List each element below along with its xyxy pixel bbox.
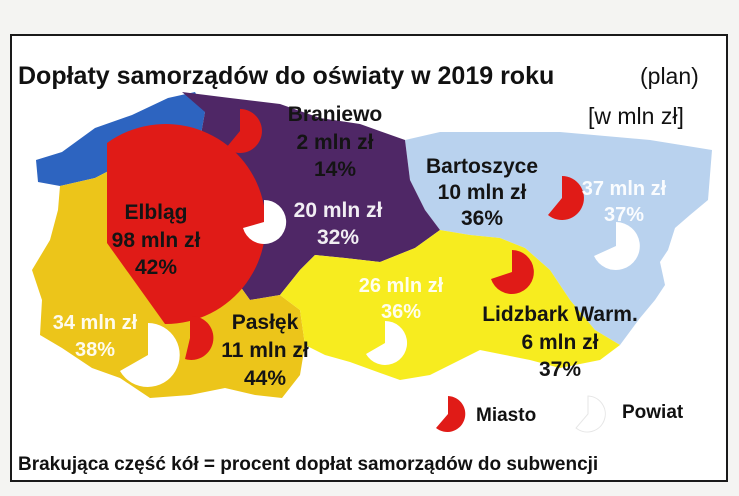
- region-lidzbark: [280, 230, 620, 380]
- pie-city-bartoszyce: [548, 176, 584, 220]
- pie-city-paslek: [185, 315, 214, 360]
- label-lidzbark-county-pct: 36%: [381, 301, 421, 323]
- legend-city-label: Miasto: [476, 405, 536, 426]
- region-bartoszyce: [405, 132, 712, 345]
- label-bartoszyce-county-value: 37 mln zł: [582, 178, 667, 200]
- legend-county-icon: [575, 395, 606, 433]
- map-title-plan: (plan): [640, 63, 699, 89]
- label-lidzbark-name: Lidzbark Warm.: [482, 303, 638, 326]
- label-braniewo-name: Braniewo: [288, 103, 383, 126]
- pie-county-elblag: [120, 323, 180, 387]
- label-elblag-county-value: 34 mln zł: [53, 312, 138, 334]
- unit-label: [w mln zł]: [588, 103, 684, 129]
- label-braniewo-city-value: 2 mln zł: [296, 131, 373, 154]
- label-paslek-city-pct: 44%: [244, 367, 286, 390]
- label-lidzbark-county-value: 26 mln zł: [359, 275, 444, 297]
- label-lidzbark-city-value: 6 mln zł: [521, 331, 598, 354]
- label-elblag-county-pct: 38%: [75, 339, 115, 361]
- map-title: Dopłaty samorządów do oświaty w 2019 rok…: [18, 62, 554, 90]
- label-braniewo-city-pct: 14%: [314, 158, 356, 181]
- label-bartoszyce-city-pct: 36%: [461, 207, 503, 230]
- label-braniewo-county-value: 20 mln zł: [294, 199, 383, 222]
- pie-county-bartoszyce: [594, 222, 640, 270]
- label-paslek-name: Pasłęk: [232, 311, 299, 334]
- footer-note: Brakująca część kół = procent dopłat sam…: [18, 454, 598, 475]
- label-bartoszyce-city-value: 10 mln zł: [438, 181, 527, 204]
- label-lidzbark-city-pct: 37%: [539, 358, 581, 381]
- label-elblag-city-value: 98 mln zł: [112, 229, 201, 252]
- label-paslek-city-value: 11 mln zł: [221, 339, 309, 362]
- label-elblag-name: Elbląg: [124, 201, 187, 224]
- label-braniewo-county-pct: 32%: [317, 226, 359, 249]
- pie-city-lidzbark: [491, 250, 534, 294]
- legend-county-label: Powiat: [622, 402, 684, 423]
- label-bartoszyce-name: Bartoszyce: [426, 155, 538, 178]
- legend-city-icon: [436, 396, 466, 432]
- label-bartoszyce-county-pct: 37%: [604, 204, 644, 226]
- pie-county-lidzbark: [366, 320, 408, 365]
- pie-county-braniewo: [243, 199, 287, 244]
- label-elblag-city-pct: 42%: [135, 256, 177, 279]
- pie-city-elblag: [107, 124, 266, 325]
- pie-city-braniewo: [226, 109, 262, 153]
